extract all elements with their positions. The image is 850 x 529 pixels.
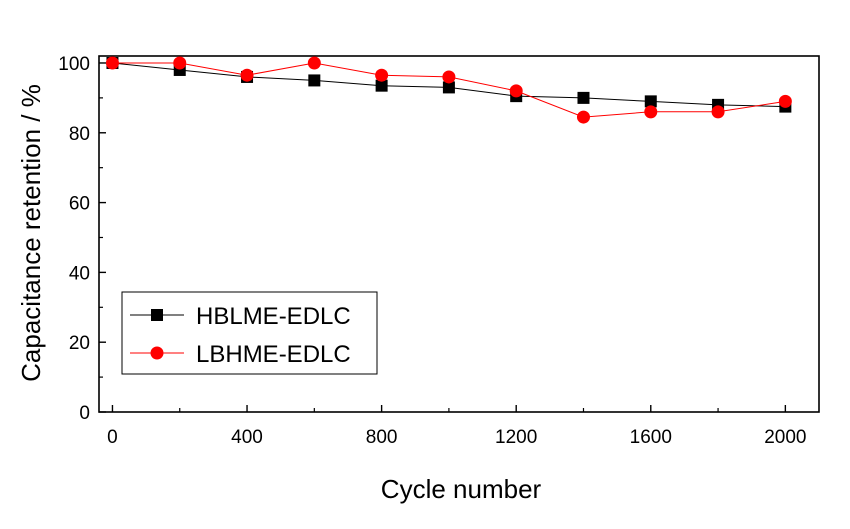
data-point-hblme-edlc <box>375 79 388 92</box>
legend: HBLME-EDLC LBHME-EDLC <box>121 291 378 375</box>
plot-frame <box>98 55 820 413</box>
data-point-hblme-edlc <box>308 74 321 87</box>
x-tick-label: 400 <box>231 427 263 448</box>
y-axis-ticks: 0 20 40 60 80 100 <box>58 54 106 424</box>
x-tick-label: 1600 <box>630 427 672 448</box>
legend-square-marker <box>151 309 163 321</box>
x-tick-label: 0 <box>107 427 118 448</box>
data-point-lbhme-edlc <box>375 68 389 82</box>
data-point-lbhme-edlc <box>240 68 254 82</box>
y-tick-label: 80 <box>69 124 90 145</box>
y-tick-label: 60 <box>69 194 90 215</box>
x-tick-label: 1200 <box>495 427 537 448</box>
x-axis-label: Cycle number <box>381 474 542 504</box>
data-point-lbhme-edlc <box>173 56 187 70</box>
data-point-lbhme-edlc <box>509 84 523 98</box>
data-point-lbhme-edlc <box>711 105 725 119</box>
legend-circle-marker <box>150 346 164 360</box>
legend-label-lbhme: LBHME-EDLC <box>196 341 351 368</box>
x-tick-label: 2000 <box>764 427 806 448</box>
data-point-lbhme-edlc <box>105 56 119 70</box>
data-point-lbhme-edlc <box>778 94 792 108</box>
data-point-hblme-edlc <box>442 81 455 94</box>
x-axis-ticks: 0 400 800 1200 1600 2000 <box>107 405 806 448</box>
y-axis-label: Capacitance retention / % <box>16 84 46 382</box>
y-tick-label: 20 <box>69 333 90 354</box>
y-tick-label: 100 <box>58 54 90 75</box>
data-point-lbhme-edlc <box>576 110 590 124</box>
legend-box <box>121 291 378 375</box>
legend-label-hblme: HBLME-EDLC <box>196 303 351 330</box>
data-point-hblme-edlc <box>644 95 657 108</box>
data-point-lbhme-edlc <box>644 105 658 119</box>
data-point-lbhme-edlc <box>307 56 321 70</box>
series-layer <box>105 56 792 124</box>
x-tick-label: 800 <box>366 427 398 448</box>
data-point-hblme-edlc <box>577 91 590 104</box>
y-tick-label: 0 <box>79 403 90 424</box>
data-point-lbhme-edlc <box>442 70 456 84</box>
y-tick-label: 40 <box>69 263 90 284</box>
